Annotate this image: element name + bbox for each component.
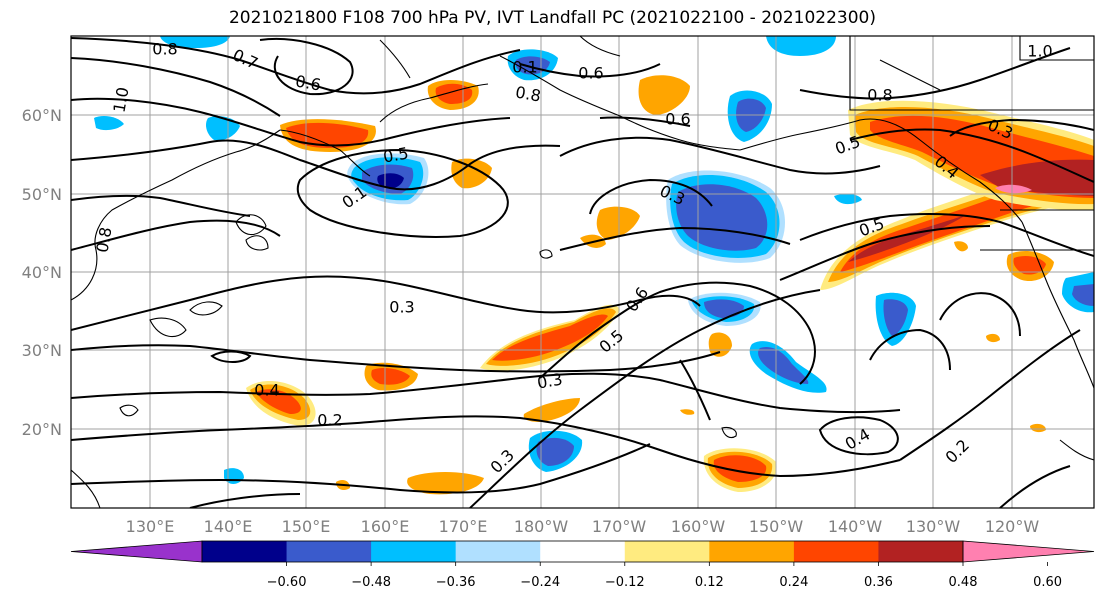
longitude-label: 170°E [439, 517, 488, 536]
colorbar-tick-label: 0.36 [864, 575, 893, 590]
contour-label: 0.8 [152, 40, 177, 59]
map-title: 2021021800 F108 700 hPa PV, IVT Landfall… [228, 8, 876, 28]
contour-label: 0.5 [382, 143, 410, 166]
contour-label: 1.0 [109, 86, 132, 114]
colorbar-tick-label: 0.60 [1033, 575, 1062, 590]
colorbar: −0.60 −0.48 −0.36 −0.24 −0.12 0.12 0.24 0.36 0.4… [70, 540, 1095, 590]
colorbar-swatch [455, 541, 541, 562]
contour-label: 0.8 [867, 86, 892, 105]
longitude-label: 140°W [828, 517, 883, 536]
colorbar-swatch [878, 541, 964, 562]
longitude-label: 160°E [361, 517, 410, 536]
colorbar-tick-label: −0.48 [351, 575, 391, 590]
colorbar-swatch [540, 541, 626, 562]
longitude-label: 140°E [204, 517, 253, 536]
latitude-label: 20°N [22, 420, 62, 439]
colorbar-extend-min [70, 540, 203, 563]
longitude-label: 150°E [282, 517, 331, 536]
contour-label: 0.4 [254, 381, 279, 400]
contour-label: 0.6 [665, 110, 690, 129]
colorbar-tick-label: −0.24 [520, 575, 560, 590]
colorbar-extend-max [962, 540, 1095, 563]
contour-label: 0.2 [317, 411, 342, 430]
colorbar-swatch [793, 541, 879, 562]
pv-contours [71, 37, 1094, 508]
colorbar-swatch [371, 541, 457, 562]
contour-label: 0.3 [536, 369, 564, 392]
contour-label: 0.8 [92, 226, 115, 254]
latitude-label: 50°N [22, 185, 62, 204]
colorbar-frame [201, 540, 964, 563]
longitude-label: 160°W [671, 517, 726, 536]
contour-label: 0.3 [389, 298, 414, 317]
longitude-label: 180°W [514, 517, 569, 536]
contour-label: 0.8 [514, 82, 542, 105]
colorbar-tick-label: 0.12 [695, 575, 724, 590]
longitude-label: 130°E [126, 517, 175, 536]
latitude-label: 60°N [22, 106, 62, 125]
latitude-label: 30°N [22, 341, 62, 360]
contour-label: 0.6 [294, 71, 322, 94]
longitude-label: 170°W [592, 517, 647, 536]
contour-label: 0.1 [512, 58, 537, 77]
map-gridlines [71, 36, 1094, 508]
colorbar-swatch [202, 541, 288, 562]
latitude-labels: 60°N 50°N 40°N 30°N 20°N [22, 106, 62, 439]
contour-label: 1.0 [1027, 42, 1052, 61]
colorbar-tick-label: −0.60 [267, 575, 307, 590]
colorbar-swatch [624, 541, 710, 562]
colorbar-swatch [709, 541, 795, 562]
contour-label: 0.6 [578, 64, 603, 83]
longitude-label: 120°W [985, 517, 1040, 536]
ivt-shading [94, 36, 1094, 495]
colorbar-swatch [286, 541, 372, 562]
colorbar-tick-label: 0.24 [779, 575, 808, 590]
longitude-label: 130°W [906, 517, 961, 536]
longitude-labels: 130°E 140°E 150°E 160°E 170°E 180°W 170°W 160°W… [126, 517, 1040, 536]
latitude-label: 40°N [22, 263, 62, 282]
plot-frame [70, 35, 1095, 509]
coastlines [71, 36, 1094, 508]
colorbar-tick-label: −0.12 [605, 575, 645, 590]
colorbar-tick-label: 0.48 [949, 575, 978, 590]
colorbar-tick-label: −0.36 [436, 575, 476, 590]
longitude-label: 150°W [749, 517, 804, 536]
